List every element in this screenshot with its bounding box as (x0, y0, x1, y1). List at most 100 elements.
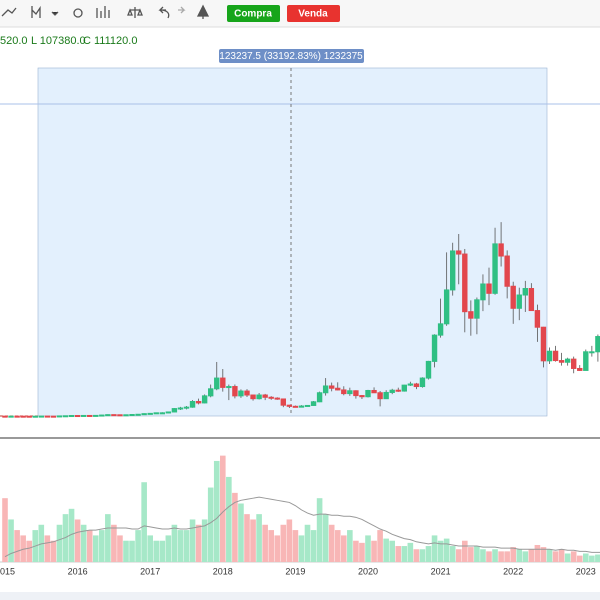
volume-bar (280, 524, 287, 562)
candle-body (431, 334, 438, 362)
candle-body (135, 413, 141, 416)
candle-body (232, 386, 238, 397)
tool-icon[interactable] (1, 7, 17, 17)
candle-body (558, 360, 565, 363)
volume-bar (558, 549, 565, 562)
volume-bar (238, 503, 244, 562)
volume-bar (195, 524, 202, 562)
volume-bar (437, 540, 444, 562)
candle-body (129, 414, 135, 417)
candle-body (395, 389, 401, 392)
volume-bar (38, 524, 45, 562)
candle-body (577, 367, 583, 371)
volume-bar (310, 530, 317, 562)
dropdown[interactable] (51, 11, 59, 16)
scrollbar[interactable] (0, 592, 600, 600)
candle-body (68, 415, 75, 418)
volume-bar (201, 519, 208, 562)
volume-bar (117, 535, 123, 562)
volume-bar (298, 535, 305, 562)
volume-bar (534, 544, 541, 562)
candle-body (456, 250, 462, 255)
volume-bar (244, 514, 250, 562)
candle-body (159, 412, 166, 415)
volume-bar (334, 530, 341, 562)
volume-bar (165, 535, 172, 562)
x-tick-label: 2022 (503, 566, 523, 576)
volume-bar (226, 476, 232, 562)
volume-bar (462, 540, 468, 562)
volume-bar (250, 519, 256, 562)
volume-bar (26, 540, 32, 562)
volume-bar (159, 540, 166, 562)
candle-body (87, 414, 93, 417)
candle-body (147, 412, 153, 415)
candle-body (99, 414, 105, 417)
candle-body (474, 299, 480, 319)
volume-bar (123, 540, 129, 562)
volume-bar (347, 530, 353, 562)
volume-bar (8, 519, 14, 562)
candle-body (419, 377, 426, 388)
volume-bar (153, 540, 160, 562)
candle-body (552, 350, 559, 362)
volume-bar (564, 553, 571, 562)
volume-ma-line (4, 496, 600, 558)
volume-bar (365, 535, 371, 562)
candle-body (74, 415, 81, 418)
volume-bar (371, 540, 377, 562)
redo-icon[interactable] (178, 6, 186, 14)
candle-body (50, 415, 57, 418)
candle-body (8, 415, 14, 418)
chart-type-icon[interactable] (31, 5, 41, 18)
candle-body (310, 401, 317, 406)
volume-bar (129, 540, 135, 562)
candle-body (141, 413, 147, 416)
candle-body (437, 323, 444, 336)
undo-icon[interactable] (158, 6, 170, 19)
settings-icon[interactable] (73, 8, 83, 18)
volume-bar (183, 530, 190, 562)
candle-body (123, 414, 129, 417)
volume-bar (443, 538, 450, 562)
volume-bar (468, 547, 474, 562)
candle-body (32, 415, 38, 418)
volume-bar (455, 549, 462, 562)
candle-body (201, 395, 208, 404)
candle-body (450, 250, 456, 291)
candle-body (220, 377, 226, 388)
candle-body (56, 415, 63, 418)
volume-bar (552, 551, 559, 562)
indicators-icon[interactable] (96, 6, 110, 18)
sell-button[interactable] (287, 5, 340, 22)
candle-body (401, 384, 408, 392)
candle-body (516, 294, 522, 309)
volume-bar (353, 540, 359, 562)
volume-bar (498, 551, 504, 562)
volume-bar (383, 538, 389, 562)
volume-bar (595, 554, 600, 562)
buy-button[interactable] (227, 5, 280, 22)
candle-body (208, 388, 214, 397)
candle-body (322, 385, 329, 394)
volume-bar (401, 546, 408, 562)
candle-body (153, 412, 159, 415)
volume-bar (99, 530, 105, 562)
candle-body (486, 283, 492, 294)
alert-icon[interactable] (196, 4, 210, 19)
candle-body (165, 411, 172, 414)
compare-icon[interactable] (127, 7, 143, 18)
sell-label: Venda (298, 9, 328, 20)
volume-bar (92, 535, 99, 562)
candle-body (595, 336, 600, 353)
volume-bar (68, 508, 75, 562)
volume-bar (86, 530, 93, 562)
x-tick-label: 2017 (140, 566, 160, 576)
candle-body (105, 414, 111, 417)
candle-body (528, 288, 535, 312)
x-tick-label: 2023 (576, 566, 596, 576)
candle-body (510, 285, 516, 309)
candle-body (468, 311, 474, 319)
